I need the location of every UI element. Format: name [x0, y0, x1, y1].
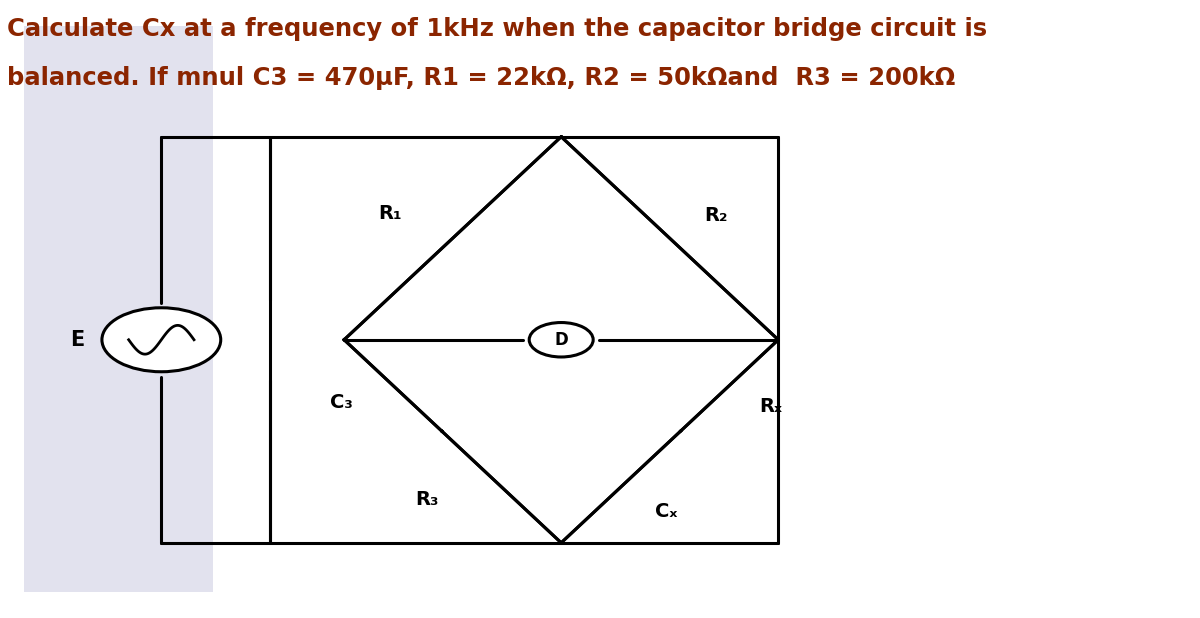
Text: R₁: R₁: [378, 204, 402, 223]
Circle shape: [102, 308, 221, 372]
Text: E: E: [71, 330, 85, 350]
Bar: [24, 26, 212, 592]
Text: Calculate Cx at a frequency of 1kHz when the capacitor bridge circuit is: Calculate Cx at a frequency of 1kHz when…: [7, 17, 988, 41]
Text: R₂: R₂: [704, 206, 728, 226]
Text: Rₓ: Rₓ: [758, 397, 782, 417]
Text: balanced. If mnul C3 = 470μF, R1 = 22kΩ, R2 = 50kΩand  R3 = 200kΩ: balanced. If mnul C3 = 470μF, R1 = 22kΩ,…: [7, 66, 955, 90]
Text: C₃: C₃: [330, 393, 353, 412]
Text: D: D: [554, 331, 568, 349]
Circle shape: [529, 323, 593, 357]
Text: Cₓ: Cₓ: [655, 502, 678, 521]
Text: R₃: R₃: [415, 489, 439, 509]
